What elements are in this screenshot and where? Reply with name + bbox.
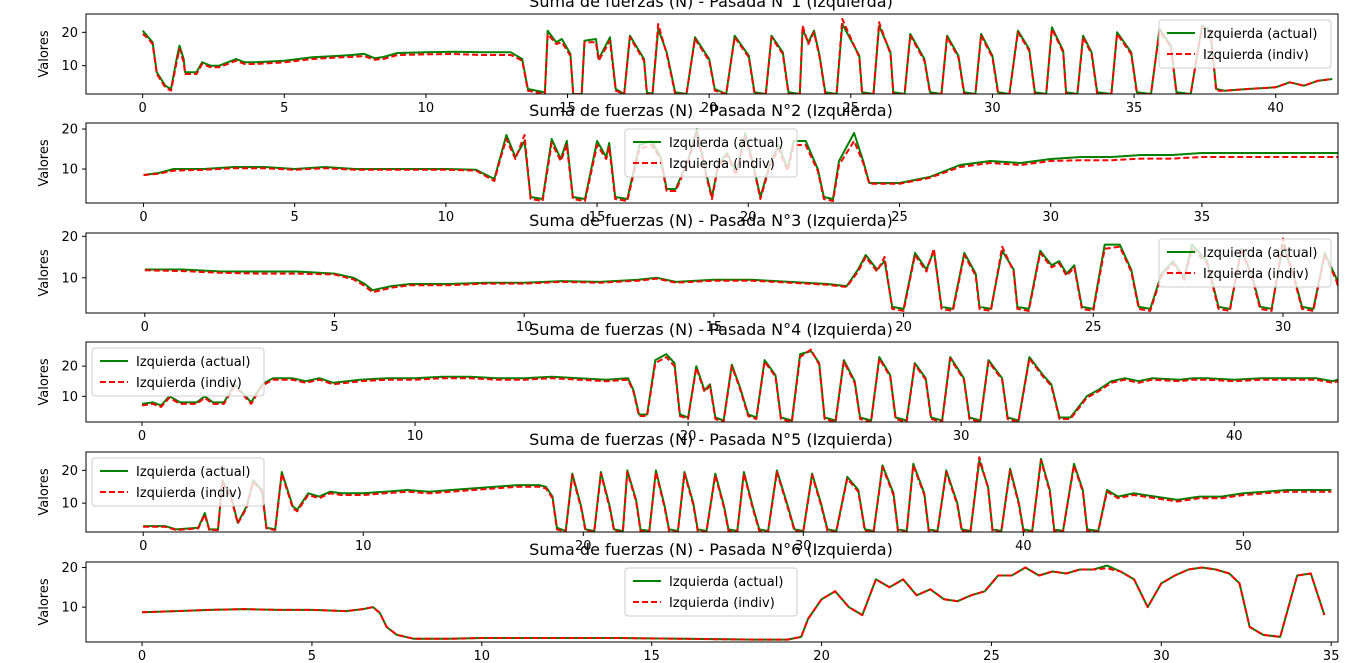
x-tick-label: 35: [1126, 101, 1143, 116]
x-tick-label: 35: [1194, 210, 1211, 225]
subplot-title: Suma de fuerzas (N) - Pasada N°5 (Izquie…: [529, 430, 893, 449]
y-tick-label: 20: [61, 123, 78, 138]
subplot-3: 0 5 10 15 20 25 30 10 20 Valores Izquierda (actual…: [37, 211, 1366, 335]
x-tick-label: 5: [308, 649, 316, 663]
legend: Izquierda (actual) Izquierda (indiv): [92, 458, 264, 506]
x-tick-label: 10: [355, 539, 372, 554]
y-axis-label: Valores: [37, 249, 52, 296]
x-tick-label: 15: [643, 649, 660, 663]
x-tick-label: 25: [983, 649, 1000, 663]
y-tick-label: 10: [61, 59, 78, 74]
subplot-title: Suma de fuerzas (N) - Pasada N°4 (Izquie…: [529, 320, 893, 339]
legend-label: Izquierda (indiv): [669, 596, 775, 611]
y-axis-label: Valores: [37, 578, 52, 625]
x-tick-label: 50: [1235, 539, 1252, 554]
plot-area: [143, 19, 1333, 94]
series-line-actual: [142, 351, 1365, 420]
y-axis-label: Valores: [37, 139, 52, 186]
legend-label: Izquierda (actual): [1203, 246, 1317, 261]
subplot-title: Suma de fuerzas (N) - Pasada N°3 (Izquie…: [529, 211, 893, 230]
x-tick-label: 40: [1015, 539, 1032, 554]
y-axis-label: Valores: [37, 468, 52, 515]
y-axis-label: Valores: [37, 358, 52, 405]
y-tick-label: 20: [61, 360, 78, 375]
x-tick-label: 30: [953, 429, 970, 444]
legend-label: Izquierda (indiv): [669, 157, 775, 172]
x-tick-label: 35: [1323, 649, 1340, 663]
axes-frame: [86, 14, 1338, 94]
subplot-title: Suma de fuerzas (N) - Pasada N°6 (Izquie…: [529, 540, 893, 559]
y-tick-label: 20: [61, 26, 78, 41]
plot-area: [143, 457, 1331, 532]
x-tick-label: 10: [407, 429, 424, 444]
x-tick-label: 0: [139, 539, 147, 554]
plot-area: [142, 350, 1365, 423]
y-axis-label: Valores: [37, 30, 52, 77]
x-tick-label: 0: [138, 649, 146, 663]
legend-label: Izquierda (actual): [1203, 27, 1317, 42]
legend: Izquierda (actual) Izquierda (indiv): [1159, 239, 1331, 287]
legend: Izquierda (actual) Izquierda (indiv): [92, 348, 264, 396]
x-tick-label: 40: [1226, 429, 1243, 444]
x-tick-label: 30: [1275, 320, 1292, 335]
subplot-1: 0 5 10 15 20 25 30 35 40 10 20 Valores Izquierda (ac…: [37, 0, 1338, 116]
legend: Izquierda (actual) Izquierda (indiv): [625, 129, 797, 177]
x-tick-label: 0: [138, 429, 146, 444]
series-line-actual: [143, 459, 1331, 531]
y-tick-label: 10: [61, 271, 78, 286]
x-tick-label: 10: [418, 101, 435, 116]
x-tick-label: 40: [1267, 101, 1284, 116]
y-tick-label: 10: [61, 601, 78, 616]
subplot-5: 0 10 20 30 40 50 10 20 Valores Izquierda (actual)…: [37, 430, 1338, 554]
y-tick-label: 20: [61, 464, 78, 479]
x-tick-label: 10: [438, 210, 455, 225]
x-tick-label: 25: [1085, 320, 1102, 335]
subplot-2: 0 5 10 15 20 25 30 35 10 20 Valores Izquierda (actu…: [37, 101, 1338, 225]
legend: Izquierda (actual) Izquierda (indiv): [1159, 20, 1331, 68]
legend-label: Izquierda (indiv): [1203, 267, 1309, 282]
y-tick-label: 10: [61, 163, 78, 178]
legend-label: Izquierda (indiv): [136, 486, 242, 501]
legend-label: Izquierda (actual): [669, 575, 783, 590]
series-line-indiv: [142, 350, 1365, 423]
legend-label: Izquierda (actual): [136, 355, 250, 370]
x-tick-label: 5: [291, 210, 299, 225]
x-tick-label: 0: [139, 210, 147, 225]
y-tick-label: 10: [61, 390, 78, 405]
x-tick-label: 25: [891, 210, 908, 225]
x-tick-label: 10: [474, 649, 491, 663]
y-tick-label: 20: [61, 230, 78, 245]
x-tick-label: 0: [139, 101, 147, 116]
legend-label: Izquierda (indiv): [1203, 48, 1309, 63]
x-tick-label: 5: [330, 320, 338, 335]
series-line-indiv: [143, 457, 1331, 532]
y-tick-label: 10: [61, 497, 78, 512]
legend: Izquierda (actual) Izquierda (indiv): [625, 568, 797, 616]
axes-frame: [86, 342, 1338, 422]
x-tick-label: 5: [280, 101, 288, 116]
x-tick-label: 30: [1042, 210, 1059, 225]
subplot-6: 0 5 10 15 20 25 30 35 10 20 Valores Izquierda (actu…: [37, 540, 1339, 663]
legend-label: Izquierda (actual): [136, 465, 250, 480]
x-tick-label: 20: [813, 649, 830, 663]
subplot-title: Suma de fuerzas (N) - Pasada N°2 (Izquie…: [529, 101, 893, 120]
x-tick-label: 0: [141, 320, 149, 335]
legend-label: Izquierda (indiv): [136, 376, 242, 391]
x-tick-label: 30: [1153, 649, 1170, 663]
x-tick-label: 30: [984, 101, 1001, 116]
subplot-title: Suma de fuerzas (N) - Pasada N°1 (Izquie…: [529, 0, 893, 11]
x-tick-label: 20: [895, 320, 912, 335]
legend-label: Izquierda (actual): [669, 136, 783, 151]
y-tick-label: 20: [61, 561, 78, 576]
